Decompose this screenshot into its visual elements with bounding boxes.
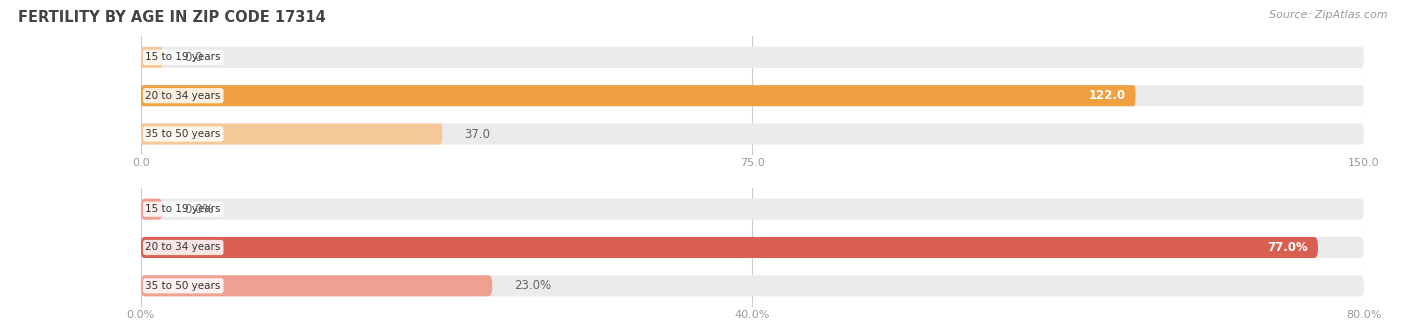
Text: Source: ZipAtlas.com: Source: ZipAtlas.com	[1270, 10, 1388, 20]
FancyBboxPatch shape	[141, 199, 163, 220]
FancyBboxPatch shape	[141, 47, 1364, 68]
Text: 37.0: 37.0	[464, 127, 491, 141]
FancyBboxPatch shape	[141, 47, 163, 68]
FancyBboxPatch shape	[141, 123, 1364, 145]
Text: FERTILITY BY AGE IN ZIP CODE 17314: FERTILITY BY AGE IN ZIP CODE 17314	[18, 10, 326, 25]
FancyBboxPatch shape	[141, 275, 1364, 296]
Text: 77.0%: 77.0%	[1267, 241, 1308, 254]
FancyBboxPatch shape	[141, 123, 443, 145]
FancyBboxPatch shape	[141, 199, 1364, 220]
Text: 20 to 34 years: 20 to 34 years	[145, 91, 221, 101]
Text: 0.0%: 0.0%	[184, 203, 214, 216]
FancyBboxPatch shape	[141, 275, 492, 296]
FancyBboxPatch shape	[141, 85, 1136, 106]
Text: 20 to 34 years: 20 to 34 years	[145, 243, 221, 252]
FancyBboxPatch shape	[141, 237, 1364, 258]
Text: 0.0: 0.0	[184, 51, 202, 64]
Text: 35 to 50 years: 35 to 50 years	[145, 281, 221, 291]
Text: 15 to 19 years: 15 to 19 years	[145, 204, 221, 214]
Text: 23.0%: 23.0%	[515, 279, 551, 292]
Text: 15 to 19 years: 15 to 19 years	[145, 52, 221, 62]
Text: 35 to 50 years: 35 to 50 years	[145, 129, 221, 139]
Text: 122.0: 122.0	[1088, 89, 1126, 102]
FancyBboxPatch shape	[141, 85, 1364, 106]
FancyBboxPatch shape	[141, 237, 1317, 258]
